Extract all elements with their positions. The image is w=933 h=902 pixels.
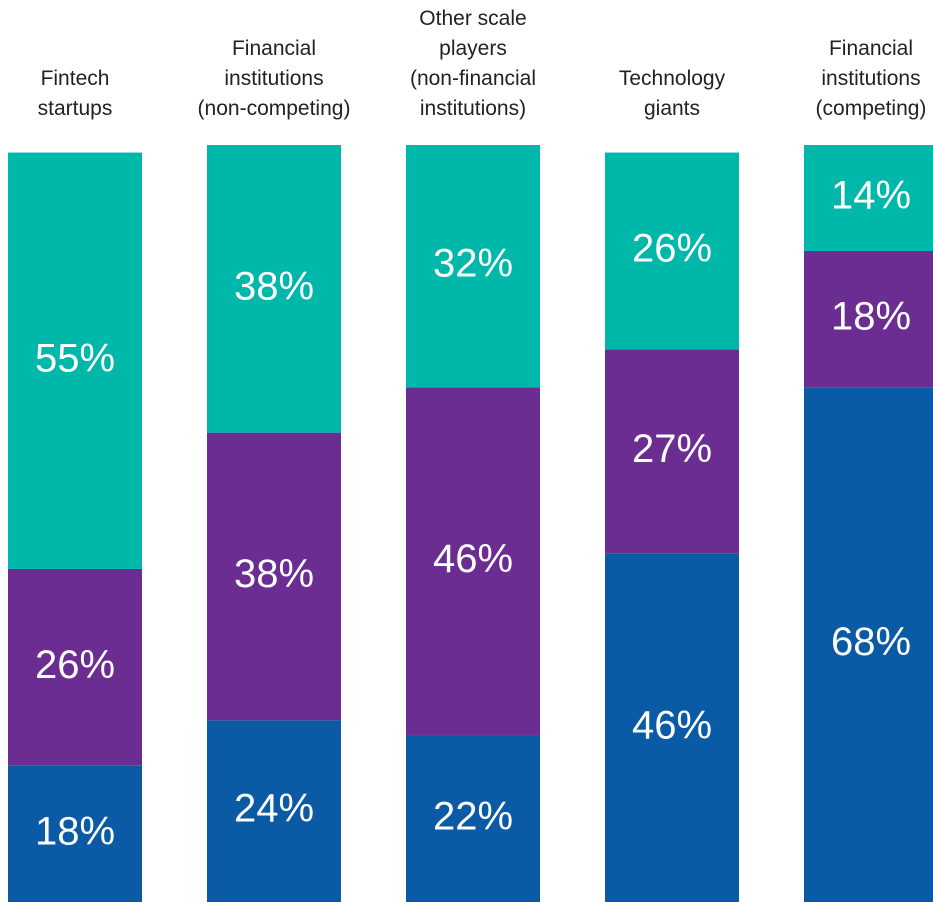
bar-segment [406, 387, 540, 736]
data-label: 46% [433, 537, 513, 581]
bar-segment [8, 568, 142, 766]
bar-segment [207, 432, 341, 721]
data-label: 18% [831, 295, 911, 339]
category-label: Other scale players (non-financial insti… [409, 7, 537, 120]
bar-segment [804, 387, 933, 902]
category-label: Fintech startups [37, 67, 113, 120]
data-label: 26% [35, 643, 115, 687]
category-label: Financial institutions (competing) [815, 37, 927, 120]
data-label: 68% [831, 620, 911, 664]
data-label: 46% [632, 703, 712, 747]
category-label: Financial institutions (non-competing) [197, 37, 351, 120]
data-label: 14% [831, 174, 911, 218]
data-label: 22% [433, 794, 513, 838]
bar-segment [406, 735, 540, 902]
bar-segment [8, 765, 142, 902]
data-label: 55% [35, 336, 115, 380]
category-label: Technology giants [618, 67, 726, 120]
bar-segment [406, 145, 540, 388]
data-label: 24% [234, 787, 314, 831]
data-label: 27% [632, 427, 712, 471]
bar-segment [605, 152, 739, 350]
data-label: 38% [234, 552, 314, 596]
bar-segment [207, 145, 341, 433]
bar-segment [804, 145, 933, 251]
bar-segment [605, 349, 739, 554]
data-label: 38% [234, 264, 314, 308]
data-label: 18% [35, 809, 115, 853]
bar-segment [207, 720, 341, 902]
bar-segment [605, 553, 739, 902]
bar-segment [8, 152, 142, 569]
data-label: 26% [632, 227, 712, 271]
bar-segment [804, 250, 933, 388]
data-label: 32% [433, 242, 513, 286]
